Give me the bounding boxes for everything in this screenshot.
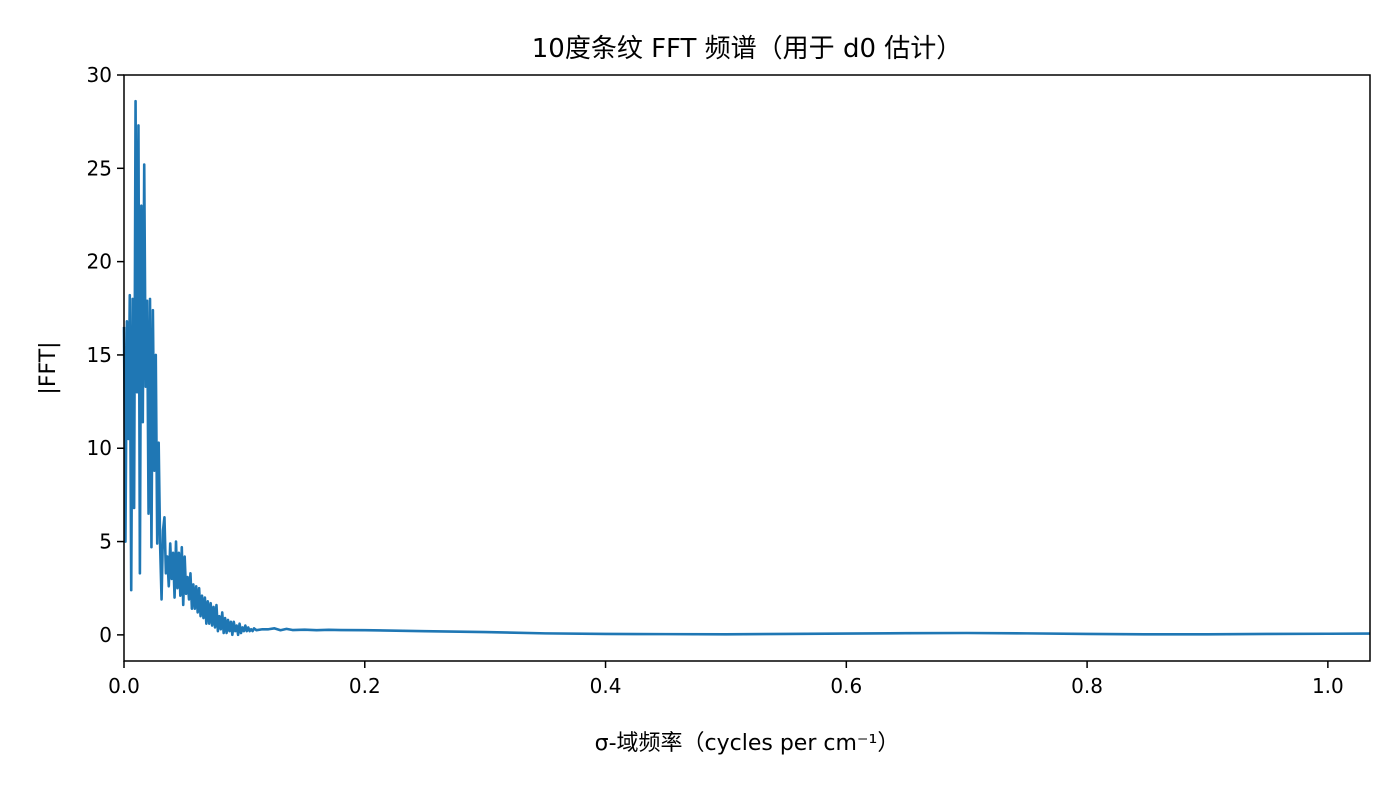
y-axis-ticks: 0 5 10 15 20 25 30: [87, 63, 124, 647]
x-tick-label: 0.4: [590, 674, 622, 698]
y-tick-label: 0: [99, 623, 112, 647]
x-axis-ticks: 0.0 0.2 0.4 0.6 0.8 1.0: [108, 661, 1344, 698]
y-tick-label: 20: [87, 250, 112, 274]
plot-frame: [123, 74, 1371, 662]
series-line-0: [122, 99, 1371, 637]
x-axis-label: σ-域频率（cycles per cm⁻¹）: [595, 731, 900, 756]
y-tick-label: 10: [87, 436, 112, 460]
x-tick-label: 0.0: [108, 674, 140, 698]
y-tick-label: 5: [99, 530, 112, 554]
series-layer: [122, 99, 1371, 637]
x-tick-label: 0.2: [349, 674, 381, 698]
x-tick-label: 0.6: [830, 674, 862, 698]
y-tick-label: 15: [87, 343, 112, 367]
y-axis-label: |FFT|: [36, 341, 61, 394]
y-tick-label: 30: [87, 63, 112, 87]
x-tick-label: 0.8: [1071, 674, 1103, 698]
y-tick-label: 25: [87, 156, 112, 180]
x-tick-label: 1.0: [1312, 674, 1344, 698]
chart-title: 10度条纹 FFT 频谱（用于 d0 估计）: [532, 34, 963, 64]
plot-area: [124, 75, 1370, 661]
